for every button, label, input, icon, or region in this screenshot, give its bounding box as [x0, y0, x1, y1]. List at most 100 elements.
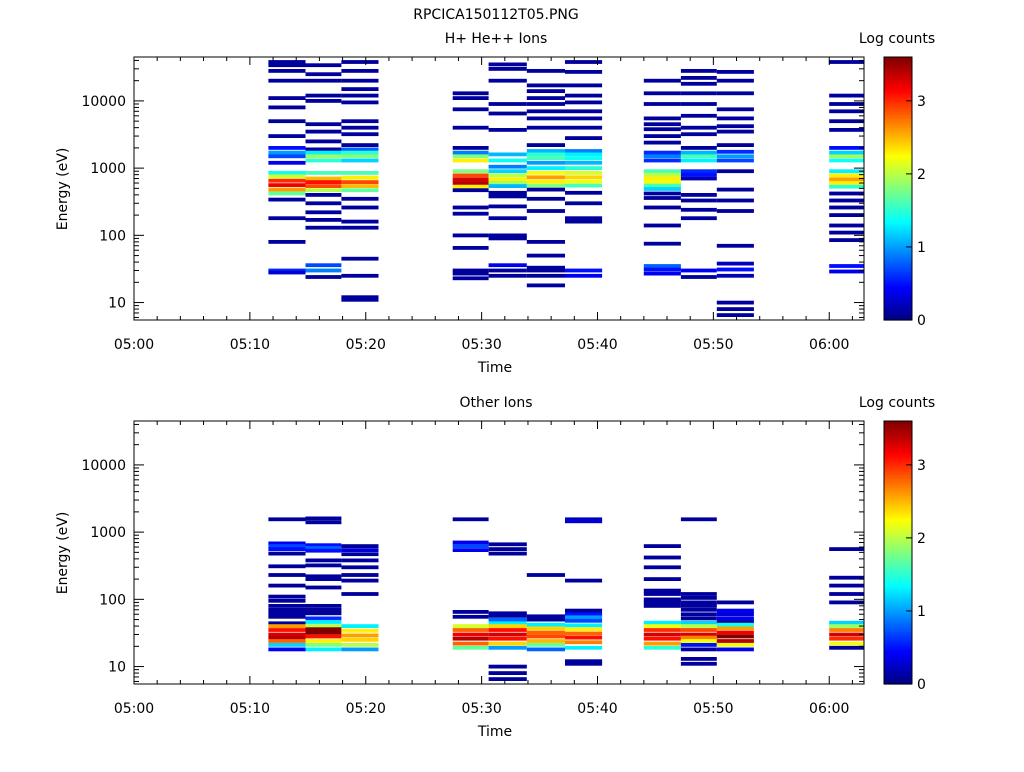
colorbar-swatch [884, 594, 912, 597]
colorbar-swatch [884, 504, 912, 508]
heatmap-cell [305, 611, 342, 616]
heatmap-cell [341, 573, 379, 577]
heatmap-cell [680, 607, 717, 612]
heatmap-cell [643, 150, 681, 155]
colorbar-swatch [884, 210, 912, 214]
heatmap-cell [680, 102, 717, 106]
colorbar-swatch [884, 521, 912, 525]
colorbar-swatch [884, 135, 912, 139]
colorbar-swatch [884, 295, 912, 299]
heatmap-cell [526, 647, 565, 652]
colorbar-swatch [884, 109, 912, 113]
colorbar-swatch [884, 144, 912, 148]
colorbar-swatch [884, 631, 912, 635]
heatmap-cell [341, 592, 379, 596]
heatmap-cell [488, 194, 527, 199]
colorbar-swatch [884, 552, 912, 556]
heatmap-cell [268, 643, 306, 647]
heatmap-cell [680, 198, 717, 203]
heatmap-cell [526, 171, 565, 175]
colorbar-swatch [884, 576, 912, 580]
heatmap-cell [341, 60, 379, 64]
colorbar-tick-label: 1 [917, 604, 926, 620]
heatmap-cell [452, 636, 489, 641]
colorbar-swatch [884, 282, 912, 286]
heatmap-cell [452, 614, 489, 619]
heatmap-cell [643, 577, 681, 581]
colorbar-tick-label: 1 [917, 240, 926, 256]
heatmap-cell [829, 191, 864, 196]
heatmap-cell [526, 83, 565, 88]
colorbar-swatch [884, 162, 912, 165]
heatmap-cell [341, 273, 379, 278]
heatmap-cell [829, 177, 864, 182]
colorbar-swatch [884, 611, 912, 615]
heatmap-cell [643, 604, 681, 608]
colorbar-swatch [884, 192, 912, 196]
heatmap-cell [268, 564, 306, 569]
heatmap-cell [305, 275, 342, 279]
heatmap-cell [341, 628, 379, 633]
colorbar-swatch [884, 602, 912, 606]
heatmap-cell [829, 181, 864, 185]
x-tick-label: 05:50 [693, 337, 733, 353]
x-tick-label: 05:10 [230, 701, 270, 717]
heatmap-cell [680, 91, 717, 96]
heatmap-cell [680, 616, 717, 621]
colorbar-swatch [884, 175, 912, 179]
heatmap-cell [268, 60, 306, 64]
heatmap-cell [305, 558, 342, 563]
heatmap-cell [680, 146, 717, 150]
heatmap-cell [268, 134, 306, 138]
heatmap-cell [452, 146, 489, 150]
heatmap-cell [268, 614, 306, 619]
panel-h-he-ions: H+ He++ Ions Log counts Time Energy (eV)… [55, 31, 935, 376]
heatmap-cell [341, 544, 379, 548]
heatmap-cell [680, 158, 717, 163]
heatmap-cell [680, 113, 717, 118]
heatmap-cell [452, 211, 489, 216]
colorbar-swatch [884, 315, 912, 319]
colorbar-swatch [884, 673, 912, 676]
heatmap-cell [268, 146, 306, 150]
y-tick-label: 10 [108, 296, 126, 312]
heatmap-cell [565, 519, 603, 524]
heatmap-cell [341, 171, 379, 175]
heatmap-cell [305, 627, 342, 632]
heatmap-cell [305, 607, 342, 612]
colorbar-swatch [884, 679, 912, 683]
colorbar-swatch [884, 541, 912, 545]
heatmap-cell [716, 634, 754, 639]
colorbar-swatch [884, 103, 912, 106]
heatmap-cell [643, 632, 681, 637]
colorbar-swatch [884, 59, 912, 62]
colorbar-swatch [884, 122, 912, 126]
heatmap-cell [305, 639, 342, 643]
colorbar-tick-label: 2 [917, 167, 926, 183]
colorbar-swatch [884, 451, 912, 455]
heatmap-cell [680, 69, 717, 73]
heatmap-cell [452, 96, 489, 100]
heatmap-cell [341, 132, 379, 137]
heatmap-cell [452, 233, 489, 238]
heatmap-cell [488, 78, 527, 83]
colorbar-swatch [884, 442, 912, 446]
heatmap-cell [680, 635, 717, 640]
colorbar-swatch [884, 532, 912, 536]
heatmap-cell [341, 143, 379, 147]
colorbar-swatch [884, 155, 912, 159]
heatmap-cell [643, 122, 681, 127]
colorbar-swatch [884, 429, 912, 433]
heatmap-cell [452, 91, 489, 96]
heatmap-cell [565, 156, 603, 161]
heatmap-cell [680, 612, 717, 617]
heatmap-cell [526, 617, 565, 622]
colorbar-swatch [884, 477, 912, 481]
colorbar-swatch [884, 545, 912, 549]
heatmap-cell [643, 565, 681, 570]
colorbar-swatch [884, 425, 912, 429]
heatmap-cell [488, 551, 527, 556]
heatmap-cell [716, 616, 754, 621]
colorbar-swatch [884, 513, 912, 516]
